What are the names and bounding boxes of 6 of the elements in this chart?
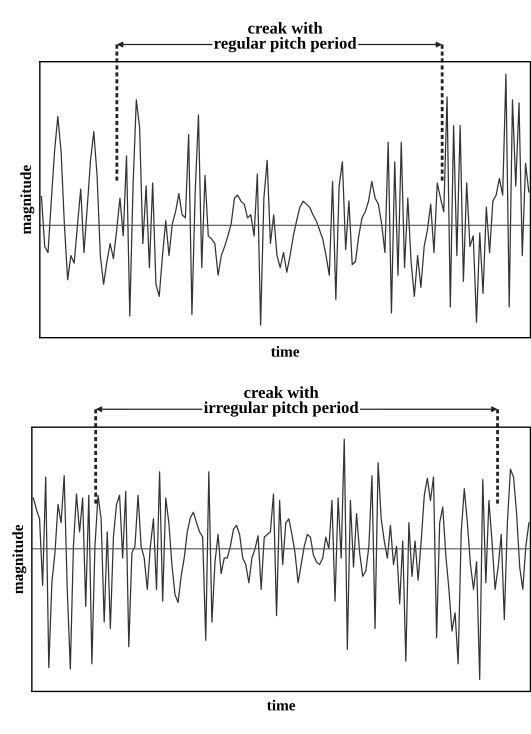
chart-title: creak with irregular pitch period <box>204 386 358 417</box>
x-axis-title: time <box>270 346 300 357</box>
x-axis-title: time <box>266 700 296 711</box>
y-axis-title: magnitude <box>12 524 26 594</box>
y-axis-title: magnitude <box>20 165 34 234</box>
chart-title: creak with regular pitch period <box>214 22 356 52</box>
